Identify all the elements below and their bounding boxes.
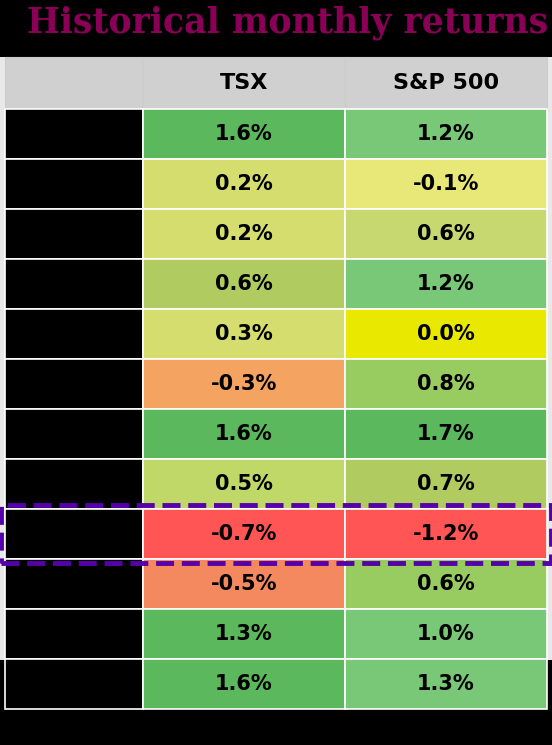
Bar [143,459,345,509]
Bar [0,57,552,660]
Bar [143,159,345,209]
Bar [345,659,547,709]
Bar [345,109,547,159]
Bar [5,459,143,509]
Bar [5,259,143,309]
Text: -0.5%: -0.5% [211,574,277,594]
Text: -0.7%: -0.7% [211,524,277,544]
Text: -0.1%: -0.1% [413,174,479,194]
Text: 1.0%: 1.0% [417,624,475,644]
Bar [143,57,345,109]
Text: 0.6%: 0.6% [417,574,475,594]
Text: 0.0%: 0.0% [417,324,475,344]
Bar [143,109,345,159]
Bar [345,259,547,309]
Text: Historical monthly returns: Historical monthly returns [27,5,548,39]
Bar [5,109,143,159]
Text: TSX: TSX [220,73,268,93]
Bar [5,57,143,109]
Bar [143,609,345,659]
Bar [345,359,547,409]
Text: 0.6%: 0.6% [215,274,273,294]
Text: 0.2%: 0.2% [215,224,273,244]
Bar [5,659,143,709]
Text: 0.5%: 0.5% [215,474,273,494]
Bar [143,359,345,409]
Bar [345,509,547,559]
Bar [1,505,551,563]
Text: 0.7%: 0.7% [417,474,475,494]
Bar [143,409,345,459]
Bar [143,559,345,609]
Bar [5,359,143,409]
Bar [5,509,143,559]
Bar [143,209,345,259]
Text: 0.6%: 0.6% [417,224,475,244]
Bar [345,459,547,509]
Text: 0.2%: 0.2% [215,174,273,194]
Bar [5,409,143,459]
Text: 1.3%: 1.3% [215,624,273,644]
Text: S&P 500: S&P 500 [393,73,499,93]
Bar [5,309,143,359]
Bar [345,609,547,659]
Text: 1.2%: 1.2% [417,274,475,294]
Bar [345,57,547,109]
Text: 1.2%: 1.2% [417,124,475,144]
Bar [143,509,345,559]
Bar [5,209,143,259]
Bar [345,159,547,209]
Bar [345,409,547,459]
Bar [143,259,345,309]
Bar [345,559,547,609]
Bar [5,159,143,209]
Text: -0.3%: -0.3% [211,374,277,394]
Text: 1.3%: 1.3% [417,674,475,694]
Bar [5,559,143,609]
Text: 1.6%: 1.6% [215,674,273,694]
Text: 1.7%: 1.7% [417,424,475,444]
Bar [143,659,345,709]
Text: 1.6%: 1.6% [215,124,273,144]
Text: 0.8%: 0.8% [417,374,475,394]
Text: 1.6%: 1.6% [215,424,273,444]
Text: 0.3%: 0.3% [215,324,273,344]
Bar [5,609,143,659]
Bar [345,209,547,259]
Bar [0,0,552,57]
Bar [345,309,547,359]
Text: -1.2%: -1.2% [413,524,479,544]
Bar [143,309,345,359]
